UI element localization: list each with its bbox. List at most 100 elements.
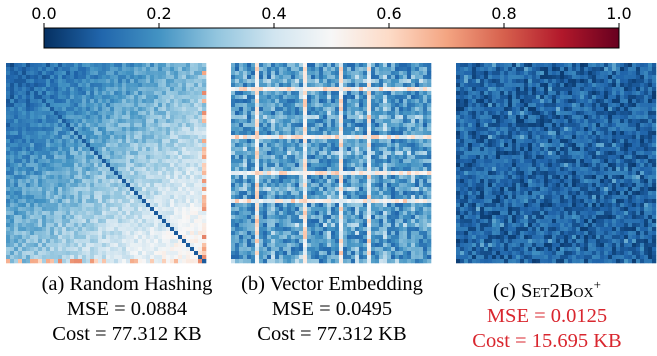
heatmap-cell: [319, 91, 324, 96]
heatmap-cell: [62, 119, 67, 124]
heatmap-cell: [106, 155, 111, 160]
heatmap-cell: [74, 63, 79, 68]
heatmap-cell: [267, 67, 272, 72]
heatmap-cell: [90, 171, 95, 176]
heatmap-cell: [423, 147, 428, 152]
heatmap-cell: [279, 147, 284, 152]
heatmap-cell: [375, 123, 380, 128]
heatmap-cell: [50, 255, 55, 260]
heatmap-cell: [50, 187, 55, 192]
heatmap-cell: [102, 159, 107, 164]
heatmap-cell: [86, 107, 91, 112]
heatmap-cell: [134, 223, 139, 228]
heatmap-cell: [315, 119, 320, 124]
heatmap-cell: [247, 223, 252, 228]
heatmap-cell: [94, 115, 99, 120]
heatmap-cell: [267, 91, 272, 96]
heatmap-cell: [46, 183, 51, 188]
heatmap-cell: [375, 151, 380, 156]
heatmap-cell: [339, 183, 344, 188]
heatmap-cell: [415, 247, 420, 252]
heatmap-cell: [134, 67, 139, 72]
heatmap-cell: [98, 159, 103, 164]
heatmap-cell: [323, 99, 328, 104]
heatmap-cell: [399, 119, 404, 124]
heatmap-cell: [375, 207, 380, 212]
heatmap-cell: [106, 187, 111, 192]
heatmap-cell: [54, 175, 59, 180]
heatmap-cell: [198, 235, 203, 240]
heatmap-cell: [287, 87, 292, 92]
heatmap-cell: [118, 91, 123, 96]
heatmap-cell: [94, 63, 99, 68]
heatmap-cell: [202, 167, 207, 172]
heatmap-cell: [271, 215, 276, 220]
heatmap-cell: [198, 187, 203, 192]
heatmap-cell: [399, 239, 404, 244]
heatmap-cell: [263, 135, 268, 140]
heatmap-cell: [158, 87, 163, 92]
heatmap-cell: [315, 79, 320, 84]
heatmap-cell: [243, 71, 248, 76]
heatmap-cell: [399, 235, 404, 240]
heatmap-cell: [331, 131, 336, 136]
heatmap-cell: [235, 83, 240, 88]
heatmap-cell: [291, 203, 296, 208]
heatmap-cell: [138, 103, 143, 108]
heatmap-cell: [323, 75, 328, 80]
heatmap-cell: [231, 99, 236, 104]
heatmap-cell: [275, 67, 280, 72]
heatmap-cell: [251, 143, 256, 148]
heatmap-cell: [247, 111, 252, 116]
heatmap-cell: [170, 119, 175, 124]
heatmap-cell: [126, 147, 131, 152]
heatmap-cell: [46, 87, 51, 92]
heatmap-cell: [78, 183, 83, 188]
heatmap-cell: [387, 119, 392, 124]
heatmap-cell: [327, 163, 332, 168]
heatmap-cell: [82, 203, 87, 208]
heatmap-cell: [251, 155, 256, 160]
heatmap-cell: [58, 91, 63, 96]
heatmap-cell: [235, 187, 240, 192]
heatmap-cell: [190, 219, 195, 224]
heatmap-cell: [235, 87, 240, 92]
heatmap-cell: [202, 127, 207, 132]
heatmap-cell: [46, 67, 51, 72]
heatmap-cell: [174, 91, 179, 96]
heatmap-cell: [74, 135, 79, 140]
heatmap-cell: [263, 191, 268, 196]
heatmap-cell: [194, 207, 199, 212]
heatmap-cell: [178, 159, 183, 164]
heatmap-cell: [255, 75, 260, 80]
heatmap-cell: [275, 63, 280, 68]
heatmap-cell: [323, 67, 328, 72]
heatmap-cell: [10, 147, 15, 152]
heatmap-cell: [299, 67, 304, 72]
heatmap-cell: [363, 83, 368, 88]
heatmap-cell: [263, 63, 268, 68]
heatmap-cell: [395, 203, 400, 208]
heatmap-cell: [54, 259, 59, 264]
heatmap-cell: [255, 63, 260, 68]
heatmap-cell: [255, 239, 260, 244]
heatmap-cell: [251, 147, 256, 152]
heatmap-cell: [146, 159, 151, 164]
heatmap-cell: [367, 163, 372, 168]
heatmap-cell: [343, 107, 348, 112]
heatmap-cell: [415, 235, 420, 240]
heatmap-cell: [166, 87, 171, 92]
heatmap-cell: [178, 195, 183, 200]
heatmap-cell: [367, 143, 372, 148]
heatmap-cell: [367, 215, 372, 220]
heatmap-cell: [295, 91, 300, 96]
heatmap-cell: [158, 131, 163, 136]
heatmap-cell: [399, 63, 404, 68]
heatmap-cell: [166, 159, 171, 164]
heatmap-cell: [182, 71, 187, 76]
heatmap-cell: [106, 259, 111, 264]
heatmap-cell: [291, 171, 296, 176]
heatmap-cell: [62, 207, 67, 212]
heatmap-cell: [343, 203, 348, 208]
heatmap-cell: [98, 255, 103, 260]
